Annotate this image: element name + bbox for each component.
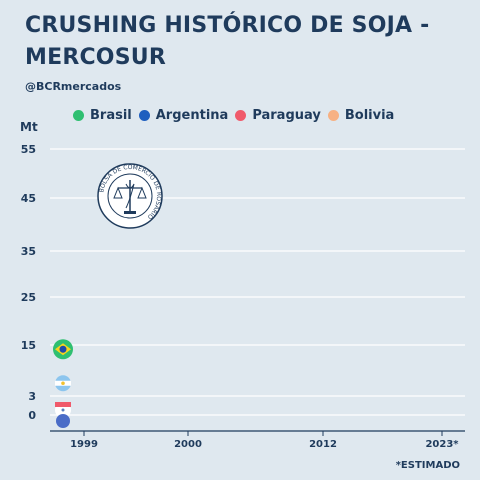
brazil-flag-icon bbox=[53, 339, 73, 360]
brasil-globe bbox=[59, 345, 67, 353]
legend-label-paraguay: Paraguay bbox=[252, 108, 321, 123]
x-tick-label: 2012 bbox=[309, 439, 337, 450]
y-tick-label: 55 bbox=[21, 143, 36, 156]
legend-label-brasil: Brasil bbox=[90, 108, 132, 123]
chart-title: CRUSHING HISTÓRICO DE SOJA - MERCOSUR bbox=[25, 13, 430, 70]
chart-subtitle: @BCRmercados bbox=[25, 80, 122, 93]
legend-item-brasil: Brasil bbox=[73, 108, 132, 123]
legend-item-argentina: Argentina bbox=[138, 108, 229, 123]
y-tick-label: 3 bbox=[28, 390, 36, 403]
argentina-flag-icon bbox=[55, 375, 71, 392]
legend-label-bolivia: Bolivia bbox=[344, 108, 395, 123]
bolivia-flag-icon bbox=[56, 414, 70, 428]
y-axis-unit: Mt bbox=[20, 120, 38, 134]
x-tick-label: 2000 bbox=[174, 439, 202, 450]
legend-swatch-argentina bbox=[138, 110, 150, 121]
argentina-sun bbox=[61, 381, 65, 386]
bcr-seal-logo: BOLSA DE COMERCIO DE ROSARIO bbox=[97, 163, 163, 229]
paraguay-band-top bbox=[55, 402, 71, 407]
y-tick-label: 35 bbox=[21, 245, 36, 258]
paraguay-flag-icon bbox=[55, 402, 71, 418]
x-tick-label: 2023* bbox=[425, 439, 459, 450]
legend-label-argentina: Argentina bbox=[155, 108, 229, 123]
legend-swatch-paraguay bbox=[235, 110, 247, 121]
y-tick-label: 25 bbox=[21, 291, 36, 304]
bolivia-point bbox=[56, 414, 70, 428]
y-tick-label: 0 bbox=[28, 409, 36, 422]
legend-item-paraguay: Paraguay bbox=[235, 108, 321, 123]
legend: Brasil Argentina Paraguay Bolivia bbox=[73, 108, 394, 123]
legend-swatch-bolivia bbox=[327, 110, 339, 121]
legend-item-bolivia: Bolivia bbox=[327, 108, 395, 123]
y-tick-label: 15 bbox=[21, 339, 36, 352]
legend-swatch-brasil bbox=[73, 110, 84, 121]
footnote: *ESTIMADO bbox=[395, 460, 460, 471]
x-tick-label: 1999 bbox=[70, 439, 98, 450]
paraguay-seal bbox=[61, 408, 65, 412]
y-tick-label: 45 bbox=[21, 192, 36, 205]
